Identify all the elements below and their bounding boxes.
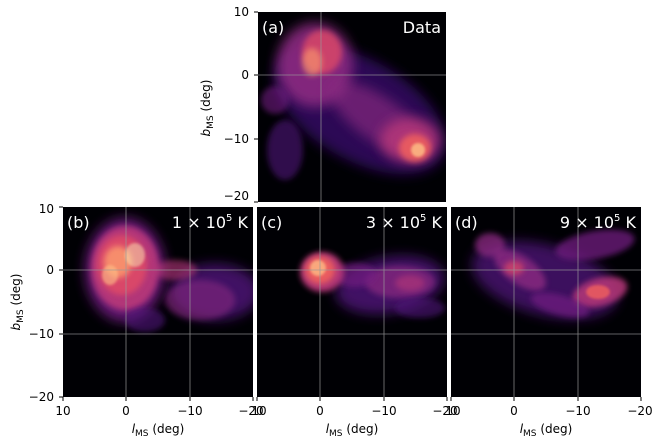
panel-b-xticks: [62, 397, 254, 401]
panel-b-xtick-2: 0: [122, 404, 130, 418]
panel-d-xtick-3: −10: [565, 404, 590, 418]
panel-c-label: (c): [261, 213, 282, 232]
panel-a: 10 0 −10 −20 bMS (deg) (a) Data: [199, 5, 446, 203]
panel-a-ytick-4: −20: [224, 189, 249, 203]
panel-b-ytick-1: 10: [39, 202, 54, 216]
panel-d-label: (d): [455, 213, 478, 232]
panel-a-ytick-2: 0: [241, 68, 249, 82]
panel-b-xtick-4: −20: [238, 404, 263, 418]
panel-c: 10 0 −10 −20 lMS (deg) (c) 3 × 105 K: [251, 207, 458, 439]
panel-d-xticks: [450, 397, 642, 401]
panel-a-emission: [261, 23, 446, 180]
panel-b-ytick-4: −20: [29, 390, 54, 404]
panel-a-ylabel: bMS (deg): [199, 80, 216, 137]
panel-a-label: (a): [262, 18, 284, 37]
panel-b-annotation: 1 × 105 K: [172, 213, 249, 232]
panel-c-xticks: [256, 397, 448, 401]
panel-d-xlabel: lMS (deg): [520, 422, 573, 439]
panel-b-xtick-1: 10: [55, 404, 70, 418]
panel-a-annotation: Data: [403, 18, 441, 37]
panel-a-ytick-1: 10: [234, 5, 249, 19]
panel-b-ytick-2: 0: [46, 263, 54, 277]
panel-d: 10 0 −10 −20 lMS (deg) (d) 9 × 105 K: [445, 207, 653, 439]
panel-a-ytick-3: −10: [224, 132, 249, 146]
panel-c-xtick-1: 10: [251, 404, 266, 418]
panel-c-xtick-4: −20: [432, 404, 457, 418]
panel-b-ytick-3: −10: [29, 327, 54, 341]
panel-a-yticks: [254, 11, 258, 203]
panel-b-label: (b): [67, 213, 90, 232]
panel-c-grid: [257, 207, 447, 397]
panel-d-emission: [471, 229, 635, 319]
panel-c-xtick-3: −10: [371, 404, 396, 418]
panel-c-emission: [300, 252, 445, 318]
panel-c-xtick-2: 0: [316, 404, 324, 418]
panel-d-grid: [451, 207, 641, 397]
panel-d-xtick-1: 10: [445, 404, 460, 418]
panel-c-annotation: 3 × 105 K: [366, 213, 443, 232]
panel-b: 10 0 −10 −20 10 0 −10 −20 bMS (deg) lMS …: [9, 202, 264, 439]
panel-b-ylabel: bMS (deg): [9, 274, 26, 331]
panel-b-grid: [63, 207, 253, 397]
panel-b-xtick-3: −10: [177, 404, 202, 418]
panel-d-xtick-2: 0: [510, 404, 518, 418]
panel-c-xlabel: lMS (deg): [326, 422, 379, 439]
panel-b-yticks: [59, 206, 63, 398]
panel-b-xlabel: lMS (deg): [132, 422, 185, 439]
panel-d-annotation: 9 × 105 K: [560, 213, 637, 232]
panel-d-xtick-4: −20: [627, 404, 652, 418]
panel-a-grid: [258, 12, 446, 202]
